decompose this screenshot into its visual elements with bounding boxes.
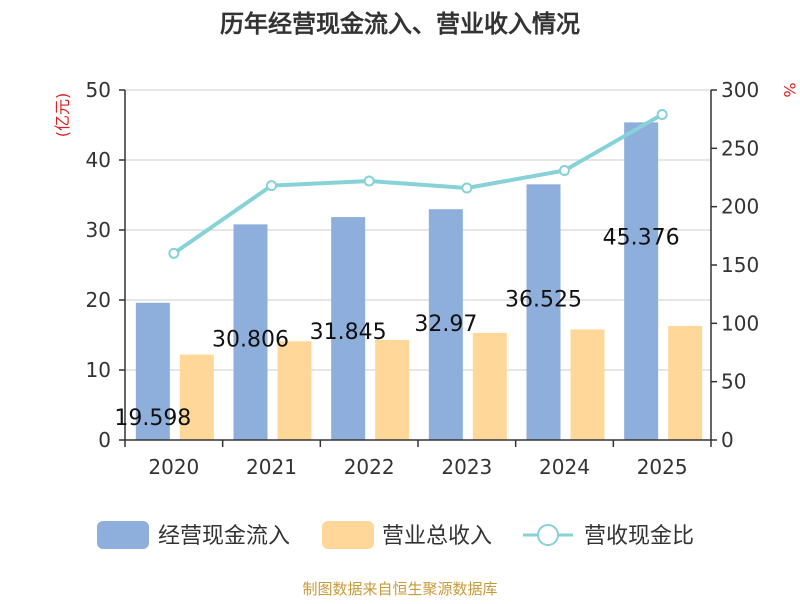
legend: 经营现金流入 营业总收入 营收现金比 (97, 521, 694, 549)
x-tick-label: 2024 (539, 455, 590, 479)
legend-label-cash-inflow: 经营现金流入 (158, 524, 290, 549)
bar-cash-inflow (428, 209, 463, 440)
axes-group: 0 10 20 30 40 50 0 50 100 150 200 250 300 2020 2021 202… (86, 78, 760, 479)
x-tick-label: 2022 (344, 455, 395, 479)
x-tick-label: 2023 (441, 455, 492, 479)
legend-swatch-revenue (322, 521, 374, 549)
bar-revenue (375, 339, 410, 440)
line-ratio (172, 112, 664, 255)
grid-lines (125, 89, 711, 371)
data-label: 30.806 (212, 327, 289, 352)
left-axis-unit: (亿元) (53, 93, 72, 138)
bar-revenue (668, 325, 703, 440)
line-point (656, 109, 668, 120)
left-tick-label: 30 (86, 218, 111, 242)
bars-group (135, 122, 703, 441)
line-series-group (168, 109, 668, 259)
bar-revenue (277, 341, 312, 440)
left-tick-label: 40 (86, 148, 111, 172)
legend-marker-ratio (537, 524, 559, 546)
left-tick-label: 10 (86, 358, 111, 382)
left-tick-label: 50 (86, 78, 111, 102)
line-point (559, 165, 570, 176)
right-tick-label: 100 (721, 311, 759, 335)
bar-cash-inflow (526, 184, 561, 440)
right-tick-label: 250 (721, 136, 759, 160)
line-point (266, 180, 277, 192)
source-note: 制图数据来自恒生聚源数据库 (302, 580, 497, 598)
data-label: 31.845 (310, 320, 387, 345)
right-axis-unit: % (780, 82, 799, 97)
bar-cash-inflow (624, 122, 659, 441)
line-point (363, 175, 375, 187)
data-label: 32.97 (414, 312, 477, 337)
chart-title: 历年经营现金流入、营业收入情况 (220, 10, 580, 38)
line-point (461, 182, 473, 194)
data-label: 45.376 (603, 225, 680, 250)
data-label: 36.525 (505, 287, 582, 312)
legend-swatch-cash-inflow (97, 521, 149, 549)
bar-cash-inflow (331, 217, 366, 440)
x-tick-label: 2025 (637, 455, 688, 479)
right-tick-label: 150 (721, 253, 759, 277)
x-tick-label: 2021 (246, 455, 297, 479)
bar-revenue (179, 354, 214, 440)
bar-revenue (472, 332, 507, 440)
bar-revenue (570, 329, 605, 440)
left-tick-label: 20 (86, 288, 111, 312)
legend-label-ratio: 营收现金比 (584, 524, 694, 549)
data-label: 19.598 (114, 406, 191, 431)
left-tick-label: 0 (98, 428, 111, 452)
right-tick-label: 300 (721, 78, 759, 102)
x-tick-label: 2020 (148, 455, 199, 479)
bar-cash-inflow (233, 224, 268, 440)
right-tick-label: 0 (721, 428, 734, 452)
line-point (168, 247, 180, 259)
right-tick-label: 200 (721, 195, 759, 219)
legend-label-revenue: 营业总收入 (382, 524, 492, 549)
right-tick-label: 50 (721, 370, 746, 394)
data-labels-group: 19.598 30.806 31.845 32.97 36.525 45.376 (114, 225, 679, 430)
bar-cash-inflow (135, 302, 170, 440)
